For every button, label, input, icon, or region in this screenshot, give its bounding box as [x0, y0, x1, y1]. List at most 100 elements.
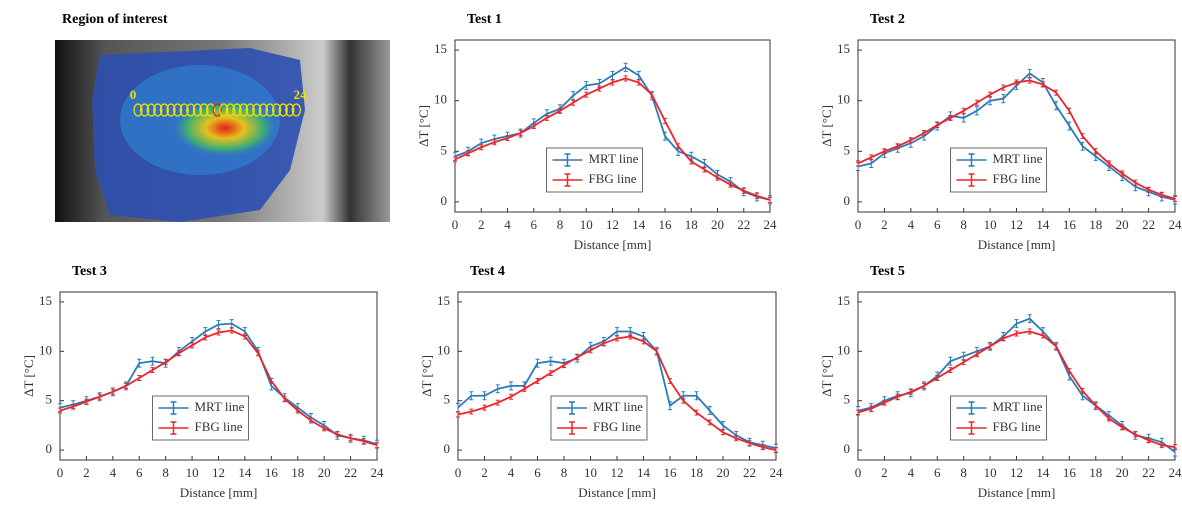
x-tick-label: 4 [504, 217, 511, 232]
error-bar [229, 327, 234, 334]
legend-swatch [557, 401, 587, 415]
error-bar [1067, 107, 1072, 114]
y-tick-label: 5 [441, 142, 448, 157]
error-bar [1106, 160, 1111, 167]
error-bar [1067, 368, 1072, 375]
x-tick-label: 8 [557, 217, 564, 232]
x-tick-label: 14 [637, 465, 651, 480]
image-title: Region of interest [62, 12, 168, 27]
error-bar [509, 381, 513, 391]
error-bar [908, 137, 913, 144]
x-tick-label: 22 [743, 465, 756, 480]
x-tick-label: 14 [1036, 465, 1050, 480]
error-bar [1067, 121, 1072, 131]
error-bar [1054, 343, 1059, 350]
y-tick-label: 15 [437, 293, 450, 308]
x-tick-label: 12 [611, 465, 624, 480]
roi-point [252, 103, 262, 117]
legend-label: FBG line [589, 171, 637, 186]
error-bar [869, 154, 874, 161]
error-bar [361, 438, 366, 445]
x-tick-label: 4 [908, 217, 915, 232]
error-bar [1093, 148, 1098, 155]
x-tick-label: 6 [136, 465, 143, 480]
legend-box [550, 395, 648, 441]
error-bar [203, 334, 208, 341]
y-tick-label: 0 [844, 193, 851, 208]
x-tick-label: 4 [508, 465, 515, 480]
x-tick-label: 6 [531, 217, 538, 232]
error-bar [548, 370, 553, 377]
error-bar [348, 435, 353, 442]
y-tick-label: 10 [39, 342, 52, 357]
error-bar [456, 411, 460, 418]
x-tick-label: 2 [881, 217, 888, 232]
legend-label: FBG line [593, 419, 641, 434]
error-bar [856, 409, 860, 416]
error-bar [597, 85, 602, 92]
error-bar [988, 91, 993, 98]
legend-swatch [956, 153, 987, 167]
error-bar [1001, 94, 1006, 104]
error-bar [469, 391, 474, 401]
error-bar [1054, 89, 1059, 96]
x-tick-label: 24 [770, 465, 784, 480]
error-bar [654, 348, 659, 355]
x-axis-label: Distance [mm] [978, 237, 1056, 252]
y-tick-label: 10 [837, 92, 850, 107]
error-bar [495, 399, 500, 406]
x-tick-label: 6 [534, 465, 541, 480]
error-bar [895, 393, 900, 400]
error-bar [1040, 332, 1045, 339]
x-tick-label: 2 [881, 465, 888, 480]
error-bar [548, 356, 553, 366]
x-tick-label: 12 [606, 217, 619, 232]
error-bar [641, 338, 646, 345]
roi-point [232, 103, 242, 117]
y-axis-label: ΔT [°C] [819, 105, 834, 147]
x-tick-label: 4 [908, 465, 915, 480]
error-bar [535, 377, 540, 384]
x-axis-label: Distance [mm] [574, 237, 652, 252]
y-tick-label: 15 [837, 293, 850, 308]
error-bar [1014, 79, 1019, 86]
error-bar [584, 91, 589, 98]
error-bar [150, 367, 155, 374]
chart-title: Test 3 [72, 264, 107, 279]
error-bar [610, 70, 615, 80]
roi-point [186, 103, 196, 117]
error-bar [1027, 68, 1032, 78]
x-tick-label: 10 [584, 465, 597, 480]
error-bar [1080, 133, 1085, 140]
error-bar [558, 107, 562, 114]
error-bar [1054, 101, 1059, 111]
y-tick-label: 15 [837, 41, 850, 56]
error-bar [760, 444, 765, 451]
x-tick-label: 6 [934, 465, 941, 480]
x-tick-label: 20 [1116, 217, 1129, 232]
error-bar [1146, 186, 1151, 193]
roi-point [278, 103, 288, 117]
y-tick-label: 0 [46, 441, 53, 456]
roi-image [55, 40, 390, 222]
error-bar [308, 417, 313, 424]
error-bar [754, 192, 759, 199]
roi-point [172, 103, 183, 117]
roi-point [212, 103, 222, 117]
error-bar [256, 350, 261, 357]
error-bar [882, 148, 887, 155]
x-tick-label: 24 [1169, 465, 1182, 480]
error-bar [1027, 77, 1032, 84]
roi-point [146, 103, 156, 117]
x-tick-label: 8 [960, 465, 967, 480]
x-tick-label: 12 [1010, 465, 1023, 480]
error-bar [895, 143, 900, 150]
legend-swatch [158, 421, 189, 435]
x-tick-label: 16 [1063, 217, 1077, 232]
x-tick-label: 18 [690, 465, 703, 480]
error-bar [974, 106, 979, 116]
x-tick-label: 14 [632, 217, 646, 232]
x-axis-label: Distance [mm] [180, 485, 258, 500]
y-axis-label: ΔT [°C] [419, 355, 434, 397]
